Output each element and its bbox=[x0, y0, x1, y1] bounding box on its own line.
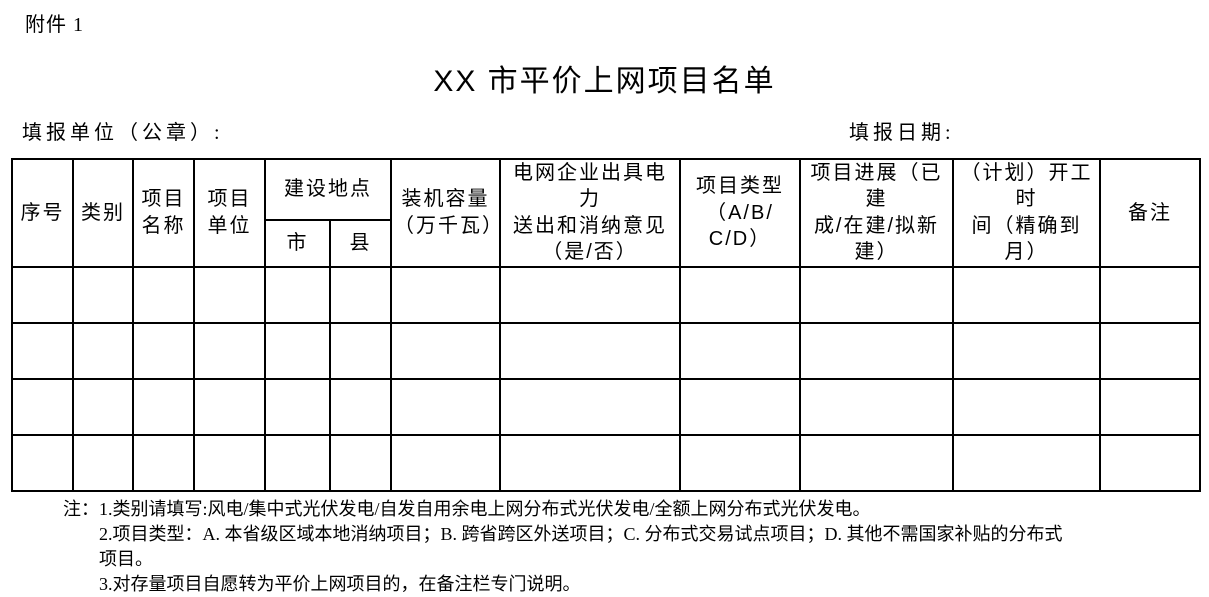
empty-cell bbox=[132, 377, 195, 436]
empty-cell bbox=[11, 377, 74, 436]
empty-cell bbox=[329, 321, 392, 380]
empty-cell bbox=[799, 433, 954, 492]
empty-cell bbox=[679, 265, 801, 324]
empty-cell bbox=[390, 265, 501, 324]
empty-cell bbox=[1099, 265, 1201, 324]
notes-prefix: 注： bbox=[63, 499, 99, 519]
empty-cell bbox=[952, 265, 1101, 324]
empty-cell bbox=[11, 433, 74, 492]
col-header-project-unit: 项目 单位 bbox=[193, 158, 266, 268]
empty-cell bbox=[329, 265, 392, 324]
empty-cell bbox=[132, 265, 195, 324]
reporting-date-label: 填报日期: bbox=[849, 122, 955, 144]
empty-cell bbox=[193, 265, 266, 324]
project-list-table: 序号 类别 项目 名称 项目 单位 建设地点 装机容量 （万千瓦） 电网企业出具… bbox=[11, 157, 1201, 492]
col-header-construction-site: 建设地点 bbox=[264, 157, 392, 222]
col-header-remarks: 备注 bbox=[1099, 158, 1201, 268]
empty-cell bbox=[72, 265, 134, 324]
col-header-city: 市 bbox=[264, 219, 331, 268]
empty-cell bbox=[264, 433, 331, 492]
table-header-row-1: 序号 类别 项目 名称 项目 单位 建设地点 装机容量 （万千瓦） 电网企业出具… bbox=[11, 157, 1201, 268]
empty-cell bbox=[264, 265, 331, 324]
table-row bbox=[11, 433, 1201, 492]
col-header-progress: 项目进展（已建 成/在建/拟新 建） bbox=[799, 158, 954, 268]
col-header-project-type: 项目类型 （A/B/ C/D） bbox=[679, 158, 801, 268]
col-header-start-time: （计划）开工时 间（精确到月） bbox=[952, 158, 1101, 268]
col-header-county: 县 bbox=[329, 219, 392, 268]
empty-cell bbox=[193, 321, 266, 380]
empty-cell bbox=[499, 265, 681, 324]
reporting-unit-label: 填报单位（公章）: bbox=[22, 122, 224, 144]
empty-cell bbox=[952, 433, 1101, 492]
col-header-category: 类别 bbox=[72, 158, 134, 268]
empty-cell bbox=[193, 377, 266, 436]
col-header-grid-opinion: 电网企业出具电力 送出和消纳意见 （是/否） bbox=[499, 158, 681, 268]
empty-cell bbox=[499, 433, 681, 492]
empty-cell bbox=[72, 433, 134, 492]
empty-cell bbox=[11, 321, 74, 380]
empty-cell bbox=[952, 377, 1101, 436]
table-row bbox=[11, 377, 1201, 436]
empty-cell bbox=[1099, 377, 1201, 436]
empty-cell bbox=[1099, 433, 1201, 492]
empty-cell bbox=[390, 433, 501, 492]
page-title: XX 市平价上网项目名单 bbox=[433, 65, 776, 98]
empty-cell bbox=[1099, 321, 1201, 380]
empty-cell bbox=[72, 321, 134, 380]
empty-cell bbox=[193, 433, 266, 492]
empty-cell bbox=[329, 433, 392, 492]
note-item: 2.项目类型：A. 本省级区域本地消纳项目；B. 跨省跨区外送项目；C. 分布式… bbox=[99, 524, 1063, 569]
empty-cell bbox=[799, 321, 954, 380]
table-header-row-2: 市 县 bbox=[12, 219, 1200, 268]
empty-cell bbox=[132, 321, 195, 380]
empty-cell bbox=[499, 321, 681, 380]
col-header-project-name: 项目 名称 bbox=[132, 158, 195, 268]
empty-cell bbox=[799, 377, 954, 436]
empty-cell bbox=[679, 321, 801, 380]
empty-cell bbox=[72, 377, 134, 436]
empty-cell bbox=[390, 321, 501, 380]
note-item: 3.对存量项目自愿转为平价上网项目的，在备注栏专门说明。 bbox=[99, 574, 581, 594]
note-item: 1.类别请填写:风电/集中式光伏发电/自发自用余电上网分布式光伏发电/全额上网分… bbox=[99, 499, 871, 519]
attachment-label: 附件 1 bbox=[25, 14, 84, 36]
empty-cell bbox=[132, 433, 195, 492]
empty-cell bbox=[264, 377, 331, 436]
table-row bbox=[11, 265, 1201, 324]
table-row bbox=[11, 321, 1201, 380]
empty-cell bbox=[264, 321, 331, 380]
empty-cell bbox=[390, 377, 501, 436]
empty-cell bbox=[11, 265, 74, 324]
empty-cell bbox=[679, 377, 801, 436]
empty-cell bbox=[679, 433, 801, 492]
col-header-capacity: 装机容量 （万千瓦） bbox=[390, 158, 502, 268]
empty-cell bbox=[799, 265, 954, 324]
empty-cell bbox=[329, 377, 392, 436]
col-header-serial: 序号 bbox=[11, 158, 74, 268]
empty-cell bbox=[952, 321, 1101, 380]
empty-cell bbox=[499, 377, 681, 436]
notes-block: 注： 1.类别请填写:风电/集中式光伏发电/自发自用余电上网分布式光伏发电/全额… bbox=[63, 497, 1074, 597]
note-items: 1.类别请填写:风电/集中式光伏发电/自发自用余电上网分布式光伏发电/全额上网分… bbox=[99, 497, 1074, 597]
